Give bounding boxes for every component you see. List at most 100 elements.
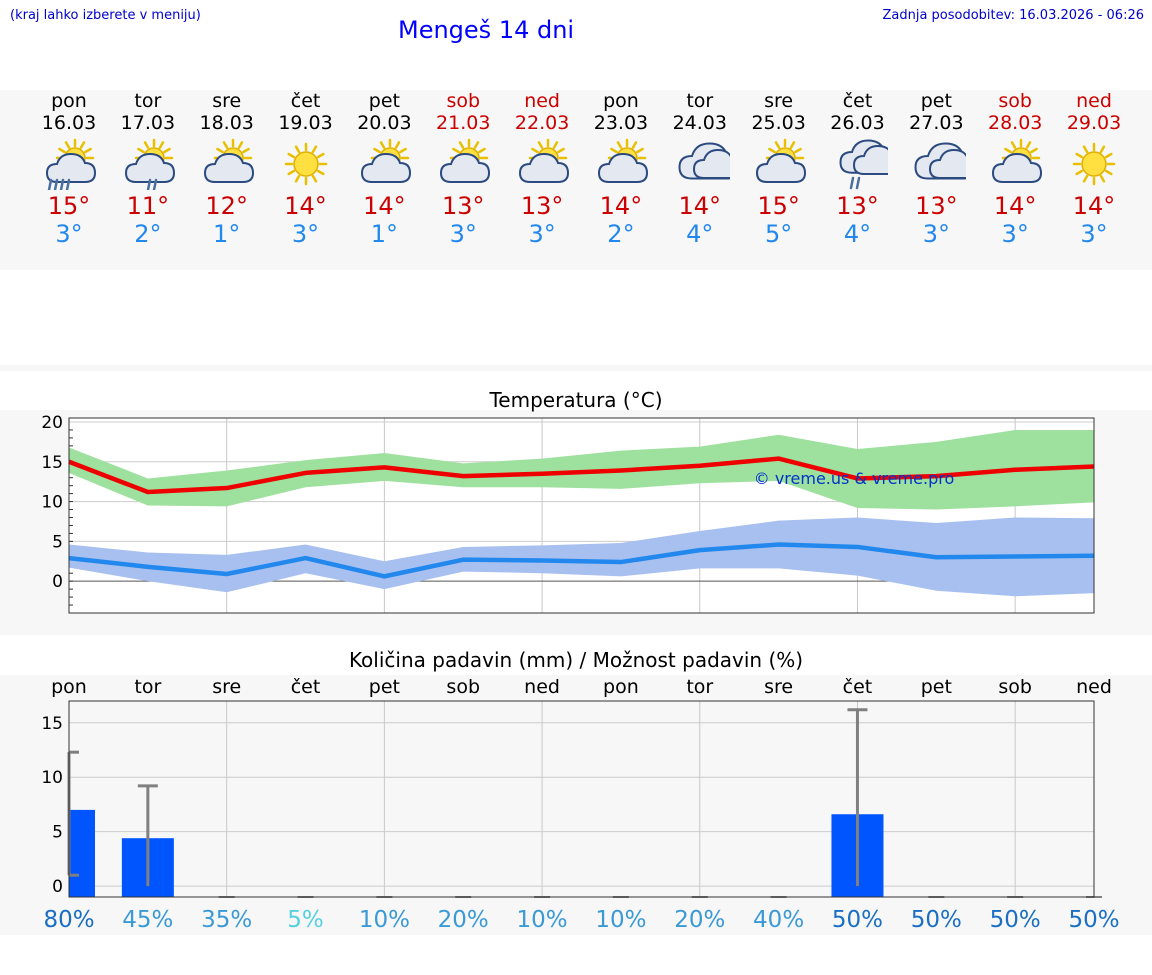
temp-max: 11°: [126, 192, 170, 220]
day-label: čet: [843, 676, 873, 698]
precip-probability: 40%: [753, 907, 804, 933]
cloud-icon: [678, 142, 730, 180]
forecast-day: pet 20.03 14° 1°: [345, 90, 423, 248]
temp-min: 3°: [528, 220, 556, 248]
day-name: sre: [764, 90, 794, 112]
day-name: sob: [446, 90, 481, 112]
forecast-day: tor 17.03 11° 2°: [109, 90, 187, 248]
temp-min: 3°: [1080, 220, 1108, 248]
day-label: sre: [212, 676, 241, 698]
forecast-day: čet 19.03 14° 3°: [267, 90, 345, 248]
temperature-chart: 0 5 10 15 20 © vreme.us & vreme.pro: [41, 413, 1095, 614]
temp-max: 14°: [1072, 192, 1116, 220]
day-date: 17.03: [120, 112, 176, 134]
day-label: tor: [686, 676, 713, 698]
day-name: pet: [920, 90, 952, 112]
temp-min: 3°: [1001, 220, 1029, 248]
plot-area: [69, 701, 1094, 897]
location-hint: (kraj lahko izberete v meniju): [10, 8, 201, 23]
cloud-rain-icon: [838, 139, 888, 190]
forecast-day: pet 27.03 13° 3°: [897, 90, 975, 248]
precip-probability: 20%: [438, 907, 489, 933]
y-tick-label: 15: [41, 453, 63, 473]
forecast-day: pon 16.03 15° 3°: [30, 90, 108, 248]
day-name: tor: [686, 90, 714, 112]
temp-max: 14°: [993, 192, 1037, 220]
day-name: pon: [51, 90, 87, 112]
sun-icon: [284, 142, 327, 186]
day-name: pon: [603, 90, 639, 112]
precip-probability: 5%: [287, 907, 324, 933]
day-label: tor: [134, 676, 161, 698]
min-temperature-line: [68, 542, 1095, 579]
precip-probability: 35%: [201, 907, 252, 933]
day-name: ned: [1076, 90, 1112, 112]
day-label: ned: [1076, 676, 1112, 698]
day-date: 27.03: [909, 112, 964, 134]
forecast-day: sob 21.03 13° 3°: [424, 90, 502, 248]
temp-max: 14°: [363, 192, 406, 220]
sun-icon: [1072, 142, 1116, 186]
forecast-day: ned 22.03 13° 3°: [503, 90, 581, 248]
temp-max: 14°: [599, 192, 643, 220]
precip-probability: 10%: [359, 907, 410, 933]
precip-probability: 10%: [595, 907, 646, 933]
temp-max: 15°: [47, 192, 91, 220]
min-range-band: [69, 517, 1094, 597]
precip-probability: 10%: [517, 907, 568, 933]
y-tick-label: 5: [52, 532, 63, 552]
day-name: čet: [290, 90, 321, 112]
temp-max: 14°: [284, 192, 327, 220]
temp-max: 13°: [441, 192, 485, 220]
temp-min: 2°: [134, 220, 162, 248]
sun-cloud-icon: [992, 138, 1043, 183]
sun-cloud-icon: [361, 138, 412, 183]
temp-min: 3°: [55, 220, 83, 248]
temp-min: 3°: [291, 220, 320, 248]
temp-min: 1°: [213, 220, 241, 248]
day-date: 18.03: [199, 112, 254, 134]
page-title: Mengeš 14 dni: [398, 16, 575, 44]
day-date: 25.03: [751, 112, 806, 134]
day-name: sre: [212, 90, 242, 112]
temp-min: 4°: [843, 220, 872, 248]
plot-frame: [68, 417, 1095, 614]
sun-cloud-icon: [597, 138, 648, 183]
day-name: ned: [524, 90, 560, 112]
day-name: tor: [134, 90, 162, 112]
forecast-day: sre 18.03 12° 1°: [188, 90, 266, 248]
day-name: čet: [842, 90, 873, 112]
day-date: 23.03: [593, 112, 649, 134]
temp-min: 4°: [686, 220, 714, 248]
day-date: 21.03: [436, 112, 491, 134]
forecast-day: čet 26.03 13° 4°: [819, 90, 897, 248]
day-date: 22.03: [514, 112, 570, 134]
sun-cloud-light-rain-icon: [124, 138, 175, 190]
day-date: 29.03: [1066, 112, 1122, 134]
day-date: 24.03: [672, 112, 727, 134]
y-tick-label: 0: [52, 877, 63, 897]
cloud-icon: [914, 142, 967, 180]
forecast-day: tor 24.03 14° 4°: [661, 90, 739, 248]
temp-max: 14°: [678, 192, 722, 220]
y-tick-label: 20: [41, 413, 63, 433]
forecast-day: ned 29.03 14° 3°: [1055, 90, 1133, 248]
precip-probability: 50%: [832, 907, 883, 933]
temp-max: 15°: [757, 192, 800, 220]
sun-cloud-icon: [755, 138, 806, 183]
temp-max: 13°: [915, 192, 958, 220]
temp-min: 3°: [922, 220, 950, 248]
sun-cloud-icon: [519, 138, 570, 183]
day-name: sob: [998, 90, 1032, 112]
sun-cloud-icon: [440, 138, 491, 183]
max-range-band: [69, 429, 1094, 510]
plot-frame: [68, 700, 1095, 898]
day-date: 26.03: [830, 112, 885, 134]
precip-probability: 20%: [674, 907, 725, 933]
y-tick-label: 0: [52, 572, 63, 592]
day-label: čet: [291, 676, 321, 698]
day-label: sob: [998, 676, 1032, 698]
y-tick-label: 5: [52, 823, 63, 843]
precip-probability: 80%: [43, 907, 94, 933]
separator: [0, 365, 1152, 371]
